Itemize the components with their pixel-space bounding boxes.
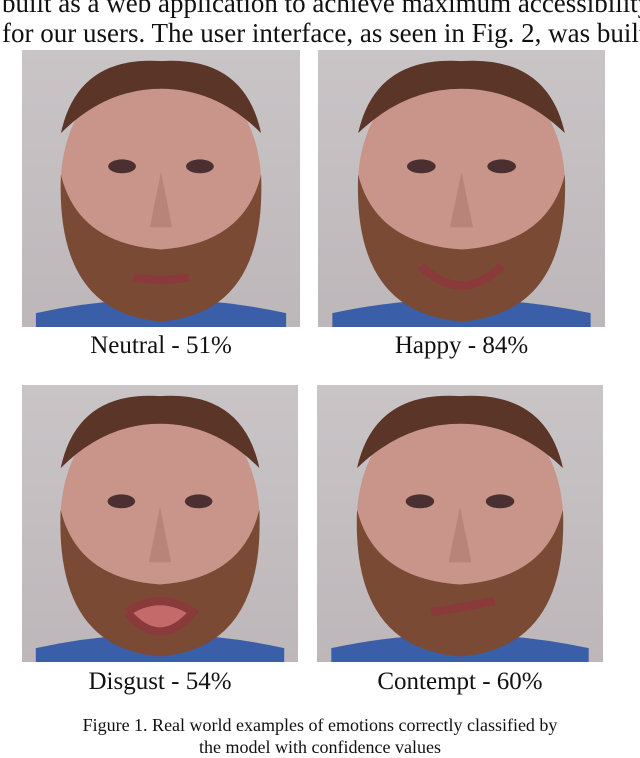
- body-text-line-2: for our users. The user interface, as se…: [2, 18, 640, 48]
- face-photo-contempt: [317, 385, 603, 662]
- face-photo-disgust: [22, 385, 298, 662]
- panel-label-happy: Happy - 84%: [394, 332, 529, 359]
- face-photo-neutral: [22, 50, 300, 327]
- figure-caption-line-2: the model with confidence values: [199, 737, 441, 757]
- face-photo-happy: [318, 50, 605, 327]
- panel-label-contempt: Contempt - 60%: [377, 668, 543, 695]
- body-text-line-1: built as a web application to achieve ma…: [2, 0, 640, 18]
- figure-caption-line-1: Figure 1. Real world examples of emotion…: [82, 715, 558, 735]
- panel-label-neutral: Neutral - 51%: [90, 332, 232, 359]
- panel-label-disgust: Disgust - 54%: [88, 668, 232, 695]
